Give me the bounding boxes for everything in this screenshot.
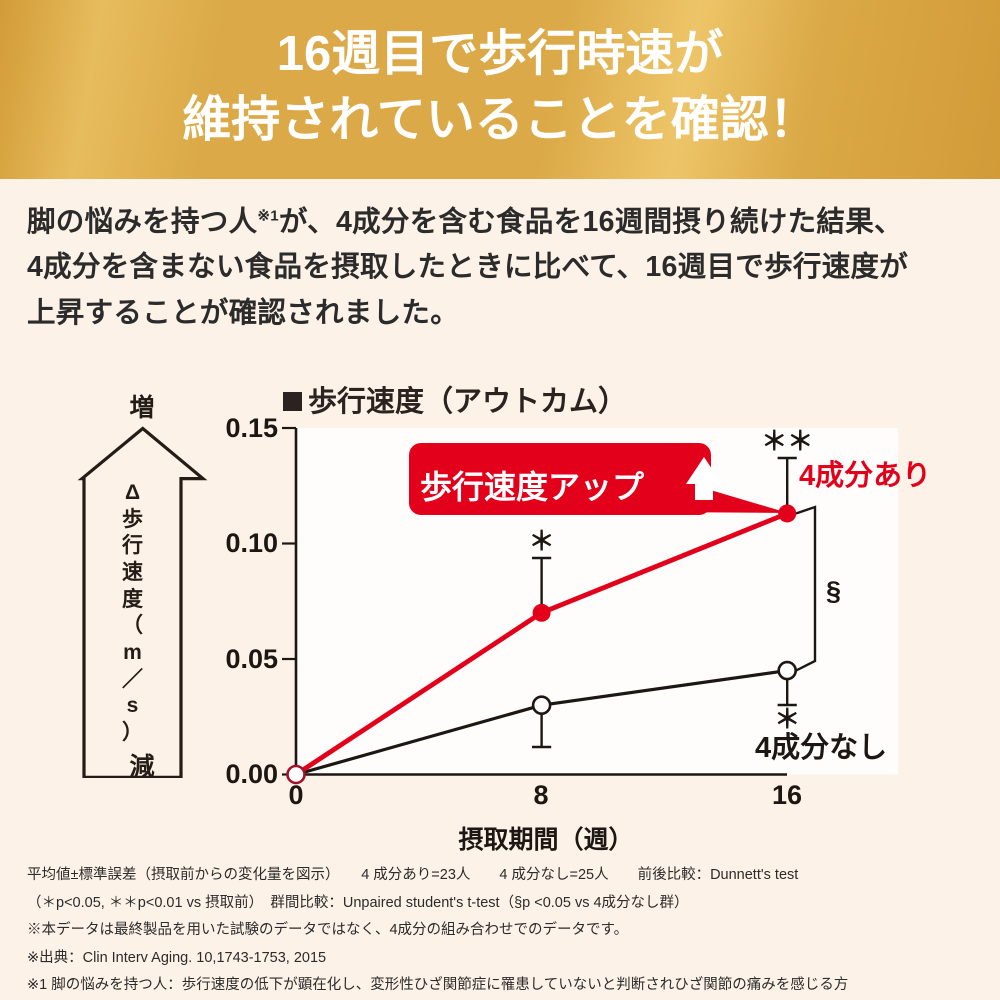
svg-text:§: §: [826, 576, 841, 606]
svg-text:歩行速度アップ: 歩行速度アップ: [420, 469, 645, 505]
